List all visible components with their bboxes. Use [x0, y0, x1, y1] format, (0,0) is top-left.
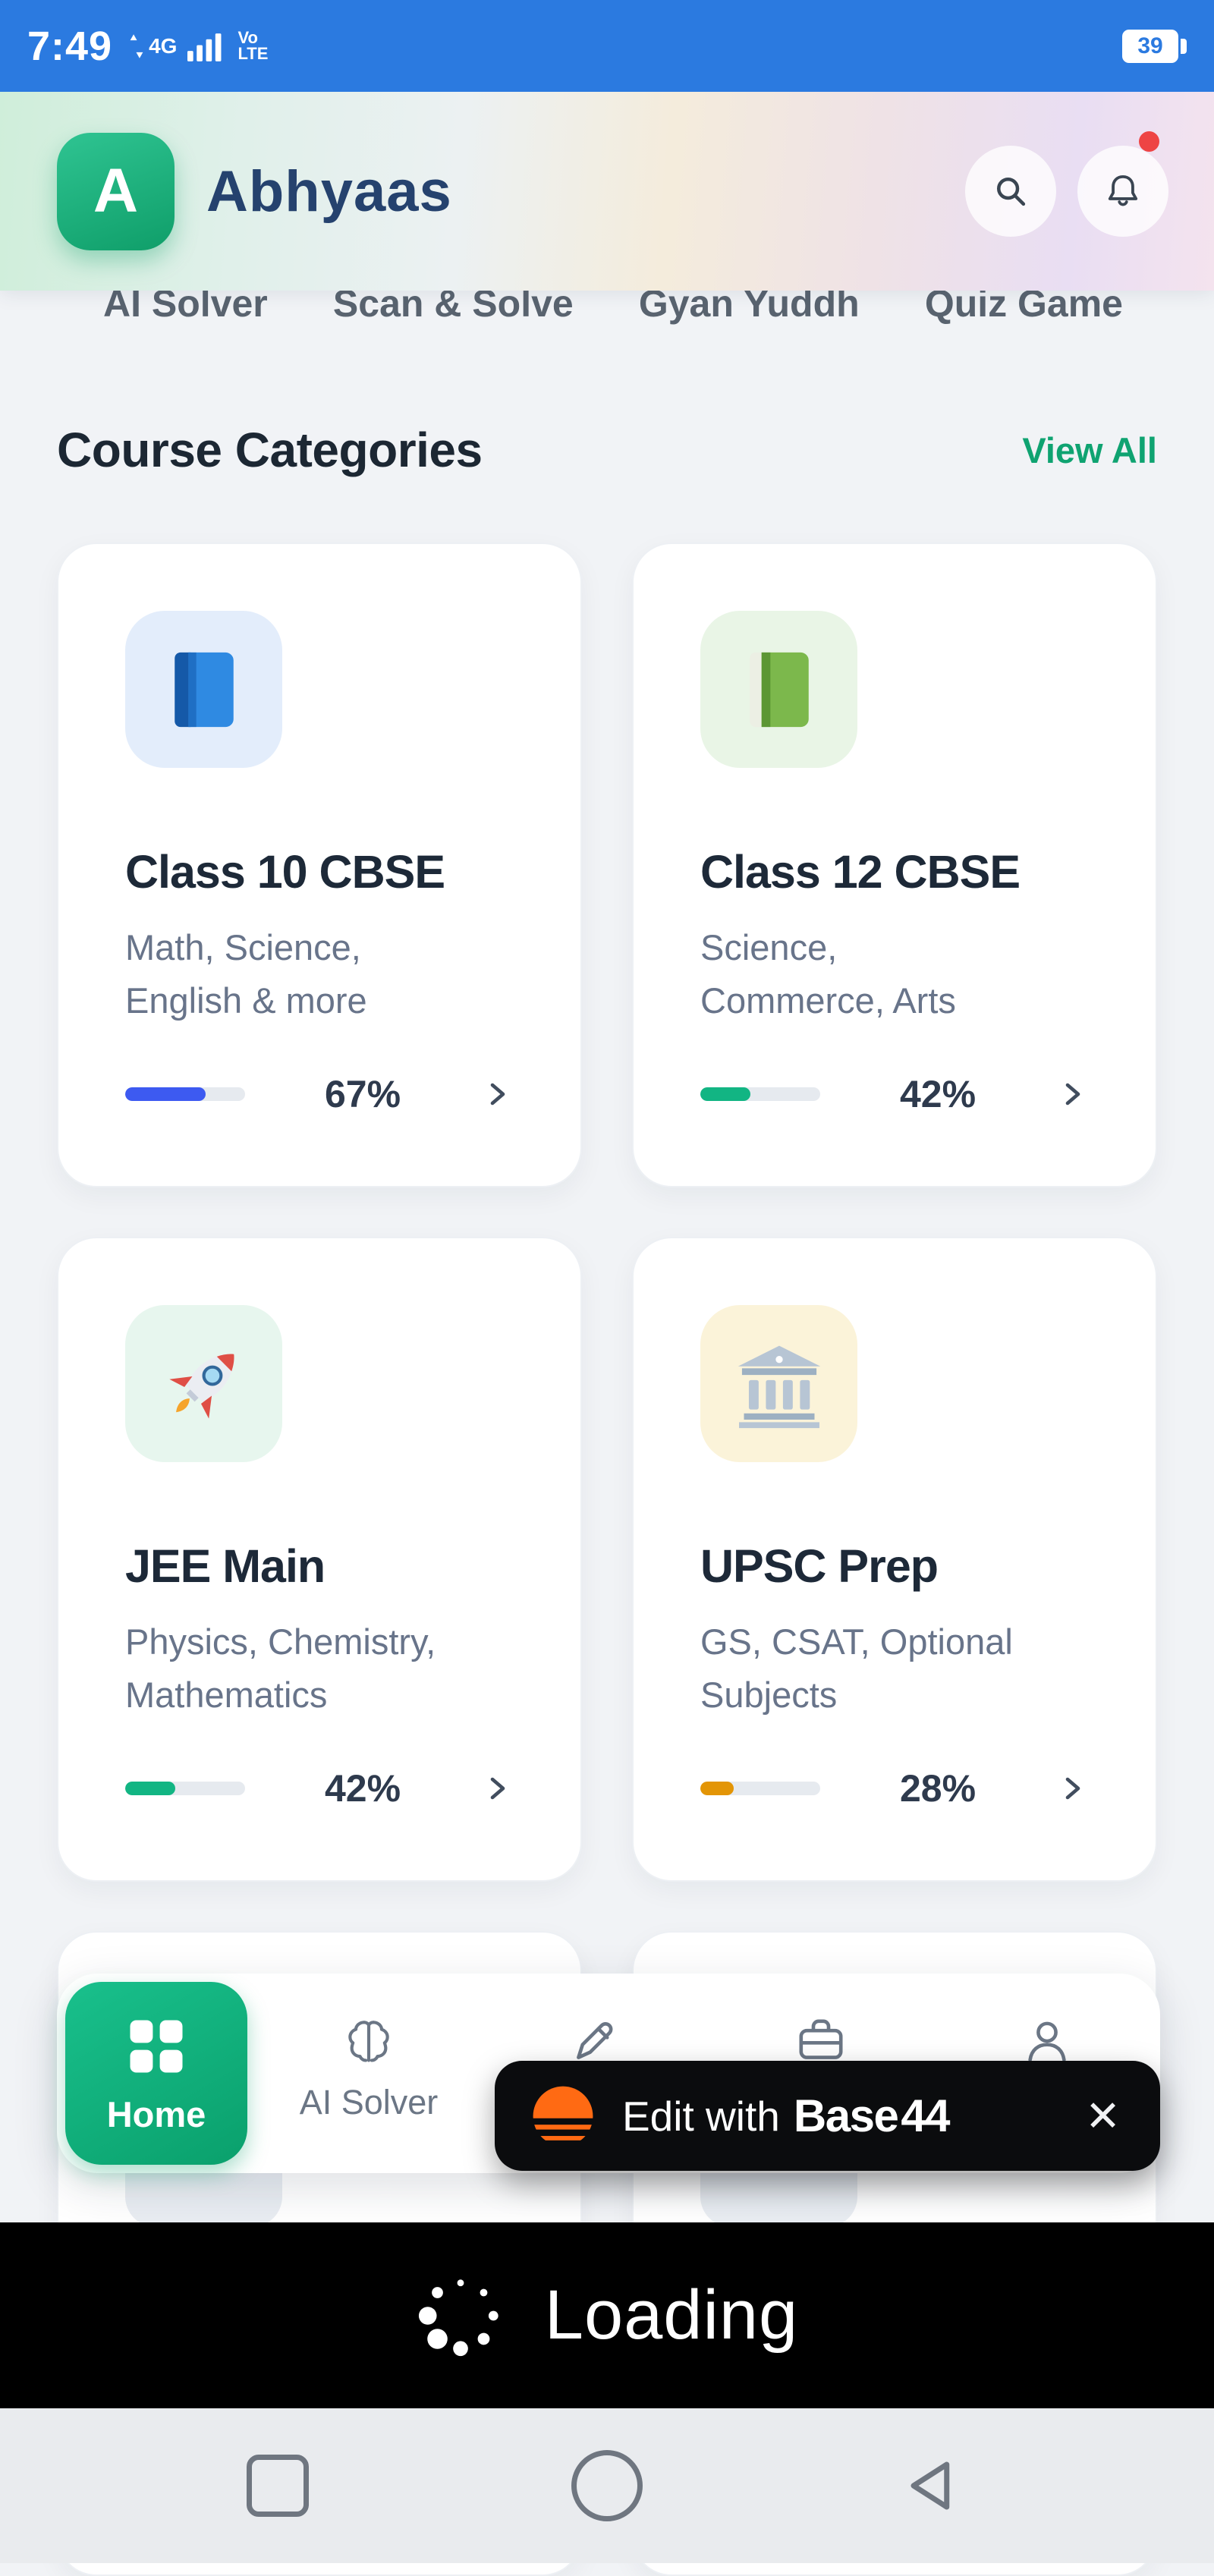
course-title: JEE Main [125, 1540, 326, 1592]
profile-icon [1028, 2021, 1066, 2062]
progress-row: 42% [125, 1766, 514, 1810]
course-subtitle: Math, Science, English & more [125, 927, 367, 1021]
quick-action-scan-solve[interactable]: Scan & Solve [332, 291, 574, 325]
search-icon [997, 178, 1026, 206]
notification-badge-dot [1139, 131, 1159, 152]
course-title: UPSC Prep [700, 1540, 939, 1592]
progress-fill [125, 1087, 206, 1101]
chevron-right-icon[interactable] [1055, 1772, 1089, 1805]
status-bar: 7:49 4G Vo LTE 39 [0, 0, 1214, 92]
volte-indicator: Vo LTE [237, 27, 269, 63]
course-icon-container [125, 611, 282, 768]
loading-overlay: Loading [0, 2222, 1214, 2408]
briefcase-icon [799, 2019, 843, 2059]
course-subtitle: GS, CSAT, Optional Subjects [700, 1621, 1013, 1715]
progress-bar [125, 1782, 245, 1795]
course-title: Class 10 CBSE [125, 846, 445, 898]
base44-banner-text: Edit with [622, 2092, 780, 2140]
quick-action-ai-solver[interactable]: AI Solver [103, 291, 268, 325]
pen-icon [577, 2022, 613, 2059]
loading-label: Loading [544, 2276, 799, 2354]
recents-button[interactable] [247, 2455, 309, 2517]
close-icon[interactable]: ✕ [1080, 2090, 1125, 2142]
nav-item-home[interactable]: Home [65, 1982, 247, 2165]
battery-icon: 39 [1122, 29, 1187, 63]
course-card-jee-main[interactable]: JEE Main Physics, Chemistry, Mathematics… [57, 1237, 582, 1882]
status-time: 7:49 [27, 23, 113, 69]
bell-icon [1108, 175, 1138, 206]
chevron-right-icon[interactable] [480, 1772, 514, 1805]
app-logo: A [57, 132, 175, 250]
classical-building-icon [738, 1345, 820, 1428]
progress-fill [700, 1087, 751, 1101]
chevron-right-icon[interactable] [480, 1077, 514, 1111]
course-card-upsc-prep[interactable]: UPSC Prep GS, CSAT, Optional Subjects 28… [632, 1237, 1157, 1882]
back-triangle-icon [910, 2461, 950, 2510]
progress-fill [700, 1782, 734, 1795]
data-arrows-icon [129, 33, 144, 59]
signal-bars-icon [181, 31, 222, 61]
nav-item-profile[interactable] [934, 1974, 1160, 2173]
quick-actions-clipped-row: AI Solver Scan & Solve Gyan Yuddh Quiz G… [0, 291, 1214, 327]
android-home-button[interactable] [571, 2450, 643, 2521]
progress-bar [125, 1087, 245, 1101]
back-button[interactable] [903, 2454, 967, 2518]
app-title: Abhyaas [206, 159, 452, 224]
app-header: A Abhyaas [0, 92, 1214, 291]
course-subtitle: Physics, Chemistry, Mathematics [125, 1621, 436, 1715]
chevron-right-icon[interactable] [1055, 1077, 1089, 1111]
progress-row: 67% [125, 1072, 514, 1116]
view-all-link[interactable]: View All [1022, 429, 1157, 470]
home-grid-icon [130, 2020, 183, 2073]
section-title: Course Categories [57, 423, 483, 477]
progress-percent: 28% [899, 1767, 977, 1810]
base44-wordmark-number: 44 [901, 2090, 950, 2141]
course-icon-container [700, 1305, 857, 1462]
android-navigation-bar [0, 2408, 1214, 2563]
progress-bar [700, 1087, 820, 1101]
network-indicator: 4G Vo LTE [129, 27, 269, 63]
app-logo-letter: A [93, 156, 139, 225]
progress-percent: 42% [899, 1073, 977, 1115]
nav-item-ai-solver[interactable]: AI Solver [256, 1974, 482, 2173]
brain-icon [348, 2021, 389, 2062]
blue-book-icon [174, 652, 234, 727]
progress-row: 42% [700, 1072, 1089, 1116]
progress-row: 28% [700, 1766, 1089, 1810]
progress-percent: 42% [324, 1767, 401, 1810]
quick-action-quiz-game[interactable]: Quiz Game [924, 291, 1123, 325]
quick-action-gyan-yuddh[interactable]: Gyan Yuddh [638, 291, 860, 325]
search-button[interactable] [965, 146, 1056, 237]
progress-fill [125, 1782, 176, 1795]
edit-with-base44-banner[interactable]: Edit with Base 44 ✕ [495, 2061, 1160, 2171]
nav-label-home: Home [106, 2094, 206, 2134]
loading-spinner-icon [416, 2271, 505, 2361]
base44-wordmark: Base [793, 2090, 899, 2141]
course-icon-container [700, 611, 857, 768]
course-title: Class 12 CBSE [700, 846, 1021, 898]
rocket-icon [168, 1353, 234, 1419]
course-icon-container [125, 1305, 282, 1462]
course-subtitle: Science, Commerce, Arts [700, 927, 956, 1021]
course-card-class-12-cbse[interactable]: Class 12 CBSE Science, Commerce, Arts 42… [632, 543, 1157, 1187]
base44-logo-icon [530, 2086, 596, 2147]
progress-bar [700, 1782, 820, 1795]
progress-percent: 67% [324, 1073, 401, 1115]
network-type-label: 4G [149, 33, 178, 58]
nav-item-courses[interactable] [708, 1974, 934, 2173]
green-book-icon [749, 652, 809, 727]
course-categories-header: Course Categories View All [57, 422, 1157, 478]
notifications-button[interactable] [1077, 146, 1168, 237]
nav-item-scan[interactable] [482, 1974, 708, 2173]
battery-level: 39 [1137, 33, 1163, 58]
course-card-class-10-cbse[interactable]: Class 10 CBSE Math, Science, English & m… [57, 543, 582, 1187]
nav-label-ai-solver: AI Solver [299, 2083, 439, 2122]
